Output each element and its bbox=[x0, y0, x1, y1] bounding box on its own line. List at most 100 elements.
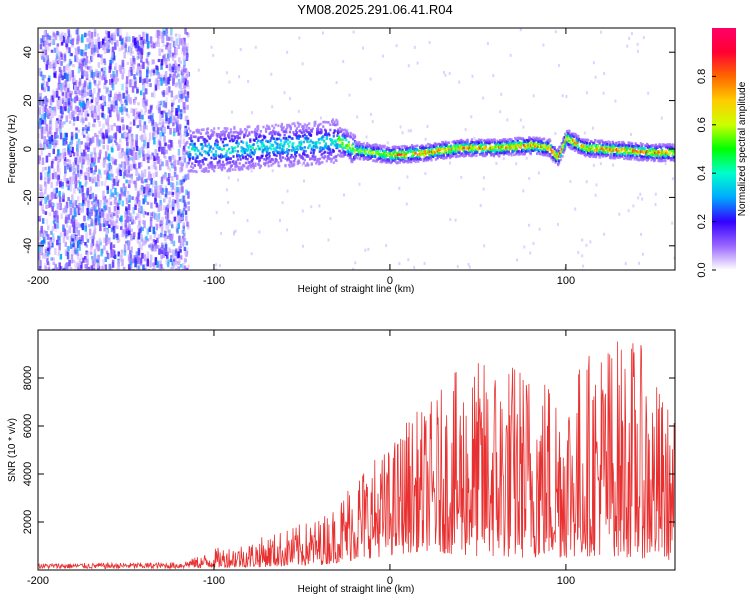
heatmap-cell bbox=[171, 76, 174, 81]
heatmap-cell bbox=[213, 130, 216, 134]
heatmap-cell bbox=[176, 124, 179, 132]
heatmap-cell bbox=[221, 130, 225, 133]
heatmap-cell bbox=[76, 254, 80, 260]
heatmap-cell bbox=[467, 263, 470, 266]
heatmap-cell bbox=[315, 143, 318, 147]
heatmap-cell bbox=[98, 139, 101, 146]
heatmap-cell bbox=[359, 145, 362, 148]
heatmap-cell bbox=[61, 98, 65, 104]
heatmap-cell bbox=[109, 201, 113, 206]
heatmap-cell bbox=[103, 170, 107, 175]
heatmap-cell bbox=[96, 70, 99, 78]
heatmap-cell bbox=[154, 198, 157, 204]
heatmap-cell bbox=[330, 160, 333, 163]
heatmap-cell bbox=[65, 48, 69, 54]
heatmap-cell bbox=[585, 91, 588, 95]
heatmap-cell bbox=[130, 150, 134, 157]
heatmap-cell bbox=[76, 38, 79, 45]
heatmap-cell bbox=[160, 184, 164, 190]
heatmap-cell bbox=[212, 147, 215, 150]
heatmap-cell bbox=[224, 127, 227, 130]
heatmap-cell bbox=[46, 252, 50, 257]
heatmap-cell bbox=[94, 196, 97, 201]
heatmap-cell bbox=[186, 91, 190, 98]
heatmap-cell bbox=[73, 167, 76, 173]
heatmap-cell bbox=[39, 230, 42, 237]
heatmap-cell bbox=[102, 217, 106, 224]
heatmap-cell bbox=[86, 238, 90, 243]
heatmap-cell bbox=[327, 155, 330, 158]
heatmap-cell bbox=[41, 120, 44, 125]
heatmap-cell bbox=[117, 163, 121, 172]
heatmap-cell bbox=[286, 154, 289, 157]
heatmap-cell bbox=[190, 134, 193, 137]
heatmap-cell bbox=[186, 247, 189, 255]
heatmap-cell bbox=[235, 160, 238, 164]
heatmap-cell bbox=[287, 142, 290, 146]
heatmap-cell bbox=[502, 146, 505, 150]
heatmap-cell bbox=[180, 110, 183, 117]
heatmap-cell bbox=[159, 31, 162, 39]
heatmap-cell bbox=[156, 260, 159, 268]
heatmap-cell bbox=[137, 257, 140, 264]
heatmap-cell bbox=[51, 202, 54, 209]
heatmap-cell bbox=[95, 113, 99, 118]
heatmap-cell bbox=[80, 49, 83, 56]
heatmap-cell bbox=[137, 194, 140, 202]
heatmap-cell bbox=[212, 165, 215, 168]
heatmap-cell bbox=[167, 178, 171, 186]
heatmap-cell bbox=[165, 208, 168, 216]
heatmap-cell bbox=[53, 215, 56, 222]
heatmap-cell bbox=[385, 244, 388, 248]
heatmap-cell bbox=[65, 39, 69, 44]
heatmap-cell bbox=[216, 135, 219, 138]
heatmap-cell bbox=[153, 161, 157, 170]
heatmap-cell bbox=[103, 211, 106, 219]
heatmap-cell bbox=[114, 78, 117, 82]
heatmap-cell bbox=[170, 162, 173, 166]
heatmap-cell bbox=[398, 148, 401, 151]
heatmap-cell bbox=[452, 145, 455, 148]
heatmap-cell bbox=[155, 223, 158, 231]
heatmap-cell bbox=[265, 130, 268, 133]
heatmap-cell bbox=[170, 140, 173, 148]
heatmap-cell bbox=[89, 213, 92, 219]
heatmap-cell bbox=[183, 102, 186, 110]
heatmap-cell bbox=[311, 147, 314, 151]
heatmap-cell bbox=[57, 149, 60, 157]
heatmap-cell bbox=[265, 158, 268, 162]
heatmap-cell bbox=[95, 97, 98, 103]
heatmap-cell bbox=[271, 134, 274, 138]
heatmap-cell bbox=[129, 97, 132, 105]
heatmap-cell bbox=[213, 169, 216, 173]
heatmap-cell bbox=[191, 147, 194, 150]
heatmap-cell bbox=[106, 172, 109, 180]
heatmap-cell bbox=[175, 192, 178, 200]
heatmap-cell bbox=[317, 123, 320, 127]
heatmap-cell bbox=[448, 148, 451, 152]
heatmap-cell bbox=[165, 97, 168, 103]
heatmap-cell bbox=[110, 35, 114, 40]
heatmap-cell bbox=[364, 248, 367, 252]
heatmap-cell bbox=[405, 145, 408, 149]
heatmap-cell bbox=[335, 81, 338, 84]
heatmap-cell bbox=[375, 147, 379, 151]
heatmap-cell bbox=[372, 150, 375, 154]
heatmap-cell bbox=[38, 245, 42, 253]
heatmap-cell bbox=[179, 138, 182, 144]
heatmap-cell bbox=[166, 251, 169, 259]
heatmap-cell bbox=[400, 151, 403, 154]
heatmap-cell bbox=[382, 155, 385, 158]
heatmap-cell bbox=[160, 63, 163, 70]
heatmap-cell bbox=[54, 111, 57, 116]
heatmap-cell bbox=[324, 129, 327, 133]
heatmap-cell bbox=[166, 87, 169, 96]
heatmap-cell bbox=[74, 207, 77, 215]
heatmap-cell bbox=[44, 127, 48, 131]
heatmap-cell bbox=[288, 130, 291, 134]
heatmap-cell bbox=[654, 203, 657, 206]
heatmap-cell bbox=[116, 167, 119, 174]
heatmap-cell bbox=[216, 163, 219, 167]
heatmap-cell bbox=[127, 204, 131, 211]
heatmap-cell bbox=[63, 267, 66, 270]
